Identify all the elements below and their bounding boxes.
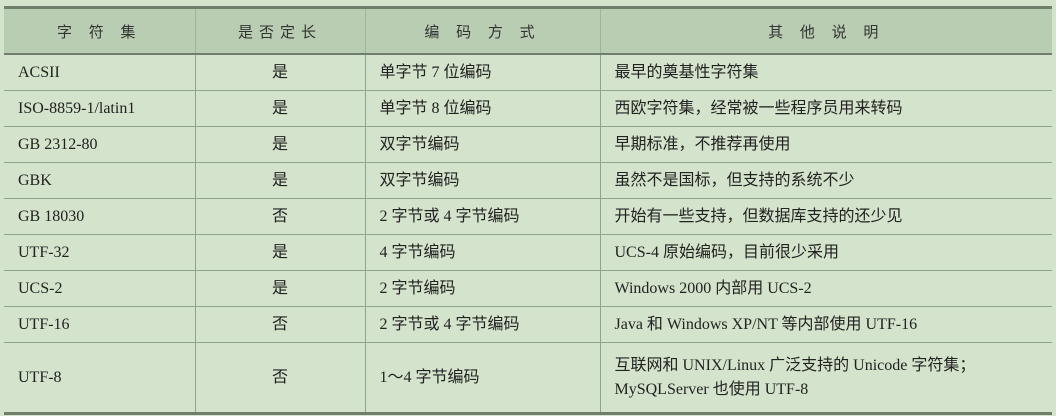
- cell-fixed-length: 是: [194, 54, 366, 91]
- cell-encoding: 2 字节或 4 字节编码: [364, 198, 601, 235]
- charset-table: 字 符 集 是否定长 编 码 方 式 其 他 说 明 ACSII 是单字节 7 位…: [4, 6, 1052, 415]
- cell-charset: UTF-8: [4, 342, 196, 415]
- cell-fixed-length: 是: [194, 270, 366, 307]
- cell-notes: 虽然不是国标，但支持的系统不少: [599, 162, 1052, 199]
- cell-fixed-length: 是: [194, 90, 366, 127]
- header-encoding: 编 码 方 式: [364, 6, 601, 55]
- header-notes: 其 他 说 明: [599, 6, 1052, 55]
- table-row: GB 18030 否 2 字节或 4 字节编码 开始有一些支持，但数据库支持的还少见: [4, 198, 1052, 235]
- cell-encoding: 2 字节编码: [364, 270, 601, 307]
- header-fixed-length: 是否定长: [194, 6, 366, 55]
- cell-notes: 最早的奠基性字符集: [599, 54, 1052, 91]
- cell-charset: GBK: [4, 162, 196, 199]
- cell-fixed-length: 否: [194, 306, 366, 343]
- cell-notes: Windows 2000 内部用 UCS-2: [599, 270, 1052, 307]
- cell-charset: ISO-8859-1/latin1: [4, 90, 196, 127]
- cell-fixed-length: 是: [194, 234, 366, 271]
- table-row: UTF-32 是 4 字节编码 UCS-4 原始编码，目前很少采用: [4, 234, 1052, 271]
- cell-fixed-length: 是: [194, 126, 366, 163]
- cell-encoding: 1～4 字节编码: [364, 342, 601, 415]
- cell-encoding: 双字节编码: [364, 162, 601, 199]
- cell-notes: UCS-4 原始编码，目前很少采用: [599, 234, 1052, 271]
- header-row: 字 符 集 是否定长 编 码 方 式 其 他 说 明: [4, 6, 1052, 55]
- cell-charset: ACSII: [4, 54, 196, 91]
- table-row: UCS-2 是 2 字节编码 Windows 2000 内部用 UCS-2: [4, 270, 1052, 307]
- cell-fixed-length: 否: [194, 342, 366, 415]
- cell-charset: GB 2312-80: [4, 126, 196, 163]
- cell-charset: GB 18030: [4, 198, 196, 235]
- cell-encoding: 双字节编码: [364, 126, 601, 163]
- cell-notes: 西欧字符集，经常被一些程序员用来转码: [599, 90, 1052, 127]
- cell-encoding: 2 字节或 4 字节编码: [364, 306, 601, 343]
- cell-fixed-length: 否: [194, 198, 366, 235]
- cell-notes: Java 和 Windows XP/NT 等内部使用 UTF-16: [599, 306, 1052, 343]
- table-row: GBK 是双字节编码 虽然不是国标，但支持的系统不少: [4, 162, 1052, 199]
- header-charset: 字 符 集: [4, 6, 196, 55]
- table-row: UTF-8 否 1～4 字节编码 互联网和 UNIX/Linux 广泛支持的 Unic…: [4, 342, 1052, 415]
- table-row: ACSII 是单字节 7 位编码 最早的奠基性字符集: [4, 54, 1052, 91]
- cell-notes: 早期标准，不推荐再使用: [599, 126, 1052, 163]
- cell-notes: 开始有一些支持，但数据库支持的还少见: [599, 198, 1052, 235]
- table-row: ISO-8859-1/latin1 是单字节 8 位编码 西欧字符集，经常被一些程序…: [4, 90, 1052, 127]
- table-row: GB 2312-80 是双字节编码 早期标准，不推荐再使用: [4, 126, 1052, 163]
- cell-fixed-length: 是: [194, 162, 366, 199]
- cell-charset: UTF-16: [4, 306, 196, 343]
- cell-encoding: 4 字节编码: [364, 234, 601, 271]
- table-row: UTF-16 否 2 字节或 4 字节编码 Java 和 Windows XP/NT …: [4, 306, 1052, 343]
- cell-notes: 互联网和 UNIX/Linux 广泛支持的 Unicode 字符集；MySQLS…: [599, 342, 1052, 415]
- cell-encoding: 单字节 8 位编码: [364, 90, 601, 127]
- cell-charset: UCS-2: [4, 270, 196, 307]
- cell-encoding: 单字节 7 位编码: [364, 54, 601, 91]
- cell-charset: UTF-32: [4, 234, 196, 271]
